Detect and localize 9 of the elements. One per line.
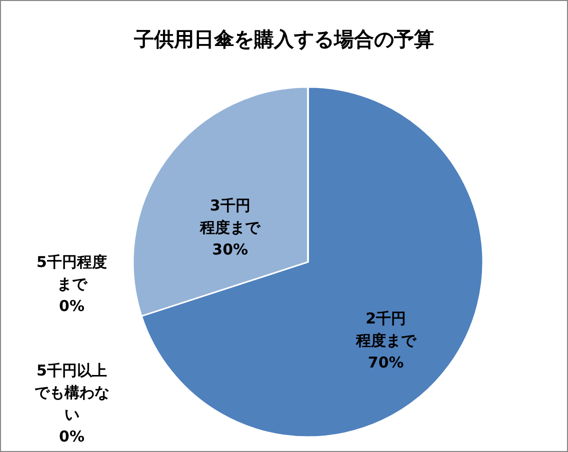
category-label: 5千円以上でも構わない — [34, 362, 110, 424]
text: 0% — [59, 297, 84, 315]
slice-label: 3千円程度まで — [199, 196, 262, 236]
category-label: 5千円程度まで — [36, 253, 107, 293]
chart-title: 子供用日傘を購入する場合の予算 — [133, 27, 434, 51]
text: 0% — [59, 428, 84, 446]
data-label: 30% — [212, 240, 248, 258]
slice-label: 2千円程度まで — [354, 310, 417, 350]
data-label: 70% — [368, 354, 404, 372]
